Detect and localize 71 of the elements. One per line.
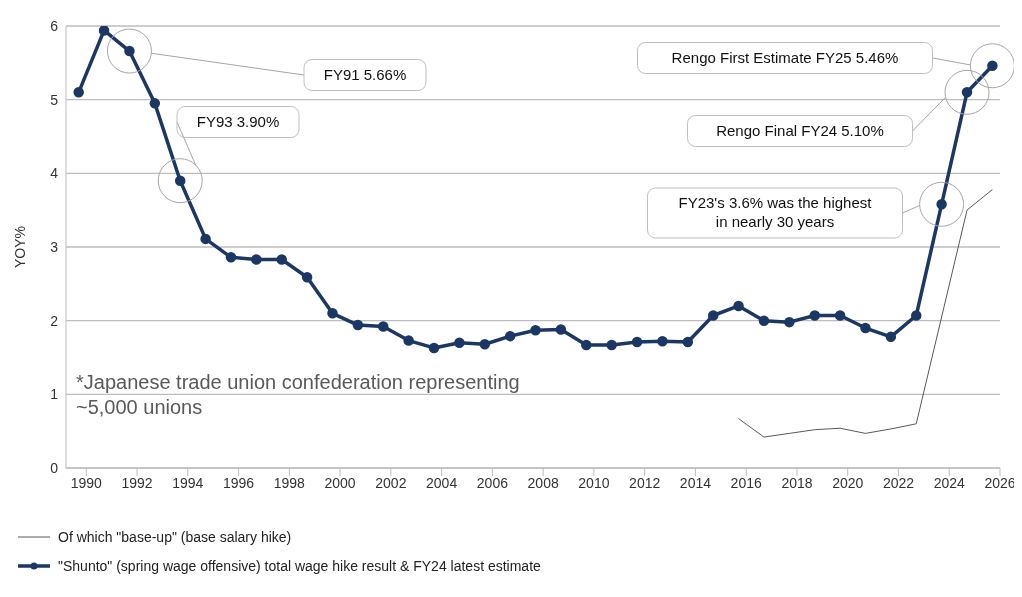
point: [860, 322, 871, 334]
x-tick-label: 2006: [476, 474, 509, 491]
point: [555, 324, 567, 335]
legend-label: Of which "base-up" (base salary hike): [58, 528, 292, 545]
y-tick-label: 3: [50, 238, 59, 255]
x-tick-label: 1990: [70, 474, 103, 491]
point: [657, 336, 668, 347]
callout-leader: Rengo First Estimate FY25 5.46%: [637, 42, 1014, 89]
point: [276, 254, 287, 265]
point: [251, 254, 262, 265]
y-tick-label: 2: [50, 312, 59, 329]
y-tick-label: 5: [50, 91, 59, 108]
x-tick-label: 2010: [578, 474, 610, 491]
point: [809, 310, 820, 321]
x-tick-label: 2004: [426, 474, 458, 491]
point: [581, 339, 592, 351]
y-tick-label: 4: [50, 165, 59, 182]
callout-leader: FY23's 3.6% was the highest in nearly 30 years: [647, 181, 965, 239]
point: [200, 233, 211, 245]
point: [911, 310, 922, 321]
x-tick-label: 2018: [781, 474, 813, 491]
point: [885, 331, 897, 343]
x-tick-label: 1996: [223, 474, 255, 491]
x-tick-label: 2008: [527, 474, 559, 491]
y-axis-title: YOY%: [11, 225, 28, 269]
x-tick-label: 2002: [375, 474, 407, 491]
point: [352, 319, 364, 331]
callout-leader: Rengo Final FY24 5.10%: [687, 69, 990, 147]
callout-leader: FY93 3.90%: [157, 106, 300, 204]
x-tick-label: 2016: [730, 474, 762, 491]
point: [301, 271, 313, 283]
point: [403, 335, 414, 346]
y-tick-label: 6: [50, 17, 59, 34]
point: [454, 337, 465, 349]
annotation: Rengo Final FY24 5.10%: [716, 121, 884, 139]
x-tick-label: 1998: [273, 474, 306, 491]
annotation: FY91 5.66%: [323, 65, 407, 83]
point: [707, 310, 719, 321]
x-tick-label: 2000: [324, 474, 356, 491]
point: [225, 252, 237, 263]
x-tick-label: 2012: [629, 474, 661, 491]
point: [834, 310, 846, 321]
point: [504, 330, 516, 342]
x-tick-label: 2024: [933, 474, 966, 491]
y-tick-label: 0: [50, 459, 59, 476]
x-tick-label: 2022: [882, 474, 915, 491]
point: [73, 87, 84, 98]
legend-label: "Shunto" (spring wage offensive) total wage hike result & FY24 latest estimate: [58, 557, 541, 574]
point: [784, 316, 795, 328]
point: [149, 98, 161, 109]
x-tick-label: 1992: [121, 474, 153, 491]
point: [733, 300, 744, 312]
annotation: *Japanese trade union confederation representing ~5,000 unions: [76, 370, 521, 420]
point: [530, 324, 541, 336]
point: [327, 308, 338, 319]
annotation: FY93 3.90%: [196, 112, 280, 130]
point: [98, 26, 110, 36]
annotation: FY23's 3.6% was the highest in nearly 30 years: [678, 194, 873, 230]
callout-leader: FY91 5.66%: [106, 28, 427, 91]
y-tick-label: 1: [50, 386, 59, 403]
annotation: Rengo First Estimate FY25 5.46%: [671, 48, 899, 66]
point: [428, 342, 440, 354]
point: [479, 338, 491, 350]
point: [631, 336, 643, 348]
x-tick-label: 2014: [679, 474, 712, 491]
point: [682, 336, 694, 348]
point: [758, 315, 770, 326]
x-tick-label: 1994: [172, 474, 204, 491]
point: [378, 321, 389, 332]
point: [606, 339, 617, 351]
x-tick-label: 2020: [832, 474, 864, 491]
